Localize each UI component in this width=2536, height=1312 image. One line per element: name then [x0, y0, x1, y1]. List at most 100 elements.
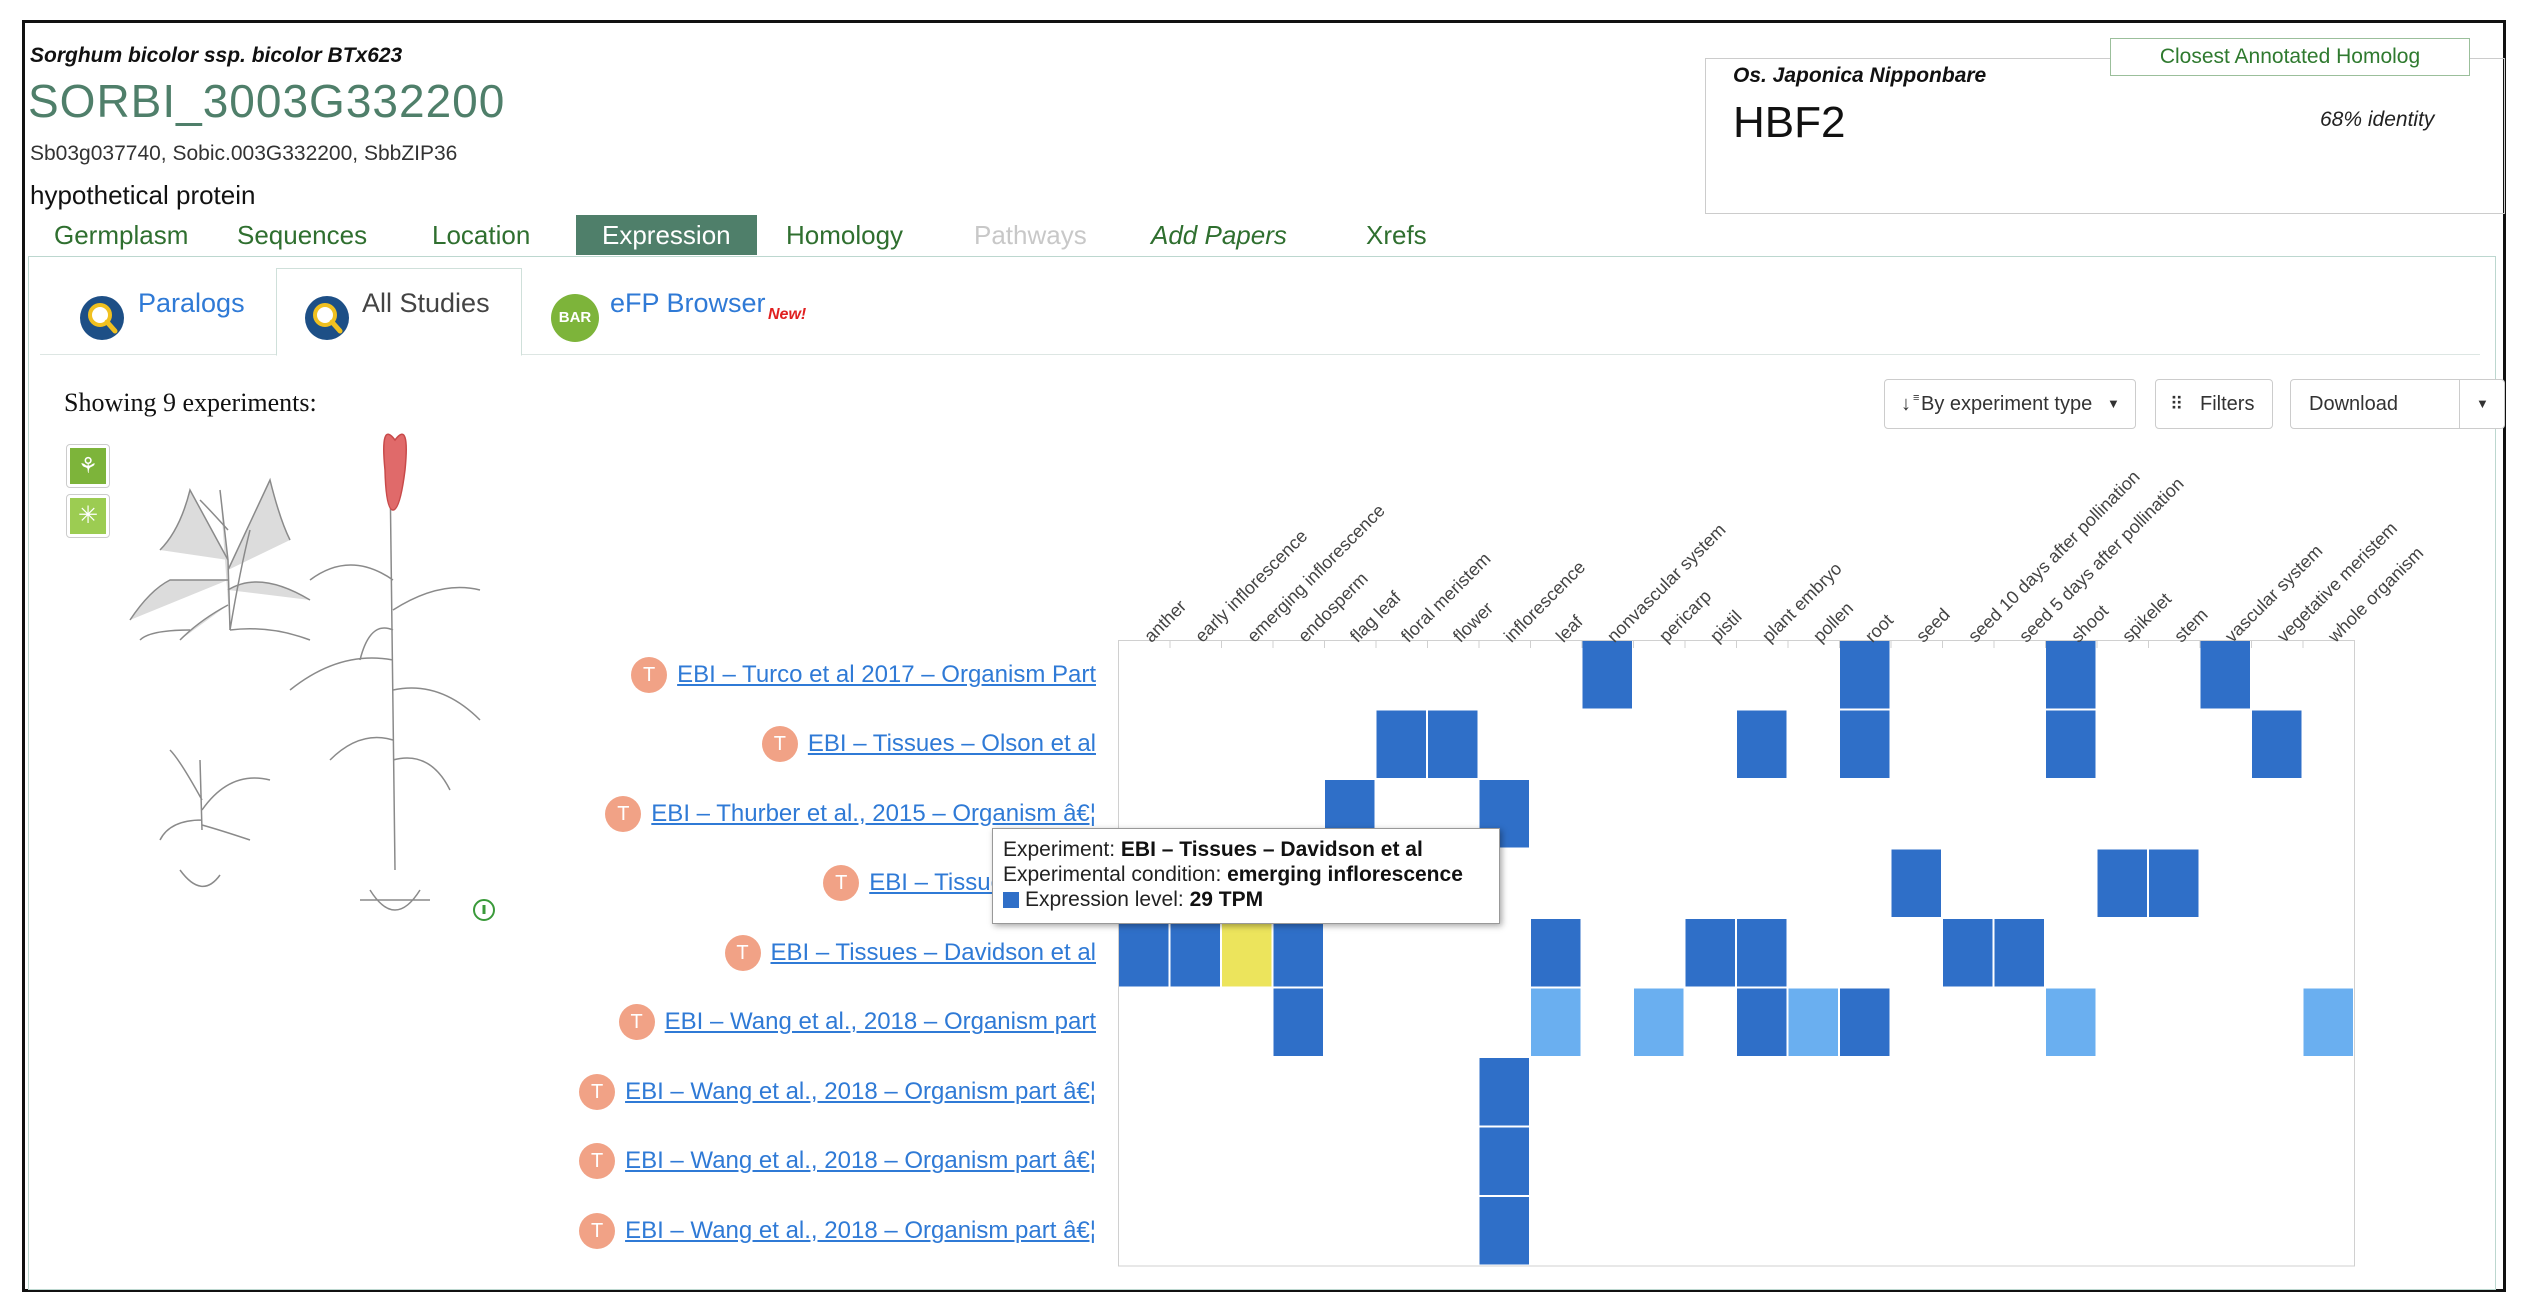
heatmap-cell[interactable]	[1376, 710, 1427, 779]
heatmap-cell[interactable]	[2200, 641, 2251, 709]
subtab-paralogs[interactable]: Paralogs	[138, 288, 245, 318]
subtab-efp-browser[interactable]: eFP Browser	[610, 288, 766, 318]
heatmap-cell[interactable]	[1994, 919, 2045, 987]
heatmap-cell[interactable]	[1273, 988, 1324, 1057]
heatmap-tooltip: Experiment: EBI – Tissues – Davidson et …	[992, 828, 1500, 924]
magnifier-icon	[305, 296, 349, 340]
heatmap-cell[interactable]	[1222, 919, 1272, 987]
heatmap-cell[interactable]	[1428, 710, 1478, 779]
tooltip-exp-label: Experiment:	[1003, 838, 1121, 861]
plant-view-toggle[interactable]: ⚘	[66, 444, 110, 488]
flower-view-toggle[interactable]: ✳	[66, 494, 110, 538]
experiment-link[interactable]: EBI – Tissues – Davidson et al	[770, 938, 1097, 966]
heatmap-cell[interactable]	[2097, 849, 2148, 918]
heatmap-cell[interactable]	[1788, 988, 1839, 1057]
heatmap-cell[interactable]	[1479, 1058, 1530, 1126]
download-button[interactable]: Download	[2290, 379, 2460, 429]
experiment-link[interactable]: EBI – Turco et al 2017 – Organism Part	[677, 660, 1096, 688]
heatmap-cell[interactable]	[1685, 919, 1736, 987]
homolog-identity: 68% identity	[2320, 108, 2435, 131]
tooltip-cond-label: Experimental condition:	[1003, 863, 1228, 886]
heatmap-cell[interactable]	[1840, 988, 1890, 1057]
experiment-type-badge: T	[823, 865, 860, 902]
heatmap-cell[interactable]	[1840, 641, 1890, 709]
heatmap-cell[interactable]	[1170, 919, 1221, 987]
gene-synonyms: Sb03g037740, Sobic.003G332200, SbbZIP36	[30, 142, 458, 165]
homolog-gene-name[interactable]: HBF2	[1733, 98, 1846, 147]
sort-label: By experiment type	[1921, 393, 2093, 415]
heatmap-cell[interactable]	[1891, 849, 1942, 918]
sort-button[interactable]: ↓ ≡ By experiment type ▼	[1884, 379, 2136, 429]
tab-homology[interactable]: Homology	[786, 220, 904, 250]
filters-button[interactable]: ⠿ Filters	[2155, 379, 2273, 429]
heatmap-cell[interactable]	[2149, 849, 2199, 918]
experiment-type-badge: T	[724, 934, 761, 971]
heatmap-cell[interactable]	[2046, 641, 2096, 709]
heatmap-cell[interactable]	[1943, 919, 1993, 987]
flower-view-icon: ✳	[70, 498, 106, 534]
heatmap-grid	[1118, 640, 2355, 1267]
heatmap-cell[interactable]	[2252, 710, 2302, 779]
tab-expression[interactable]: Expression	[576, 215, 757, 255]
plant-view-icon: ⚘	[70, 448, 106, 484]
heatmap-cell[interactable]	[1479, 1127, 1530, 1196]
homolog-panel	[1705, 58, 2505, 214]
heatmap-cell[interactable]	[1479, 1197, 1530, 1265]
experiment-row: T EBI – Wang et al., 2018 – Organism part	[618, 1002, 1096, 1042]
homolog-species: Os. Japonica Nipponbare	[1733, 64, 1987, 87]
tab-sequences[interactable]: Sequences	[237, 220, 368, 250]
experiment-row: T EBI – Thurber et al., 2015 – Organism â…	[605, 794, 1096, 834]
download-menu-toggle[interactable]: ▼	[2459, 379, 2505, 429]
experiment-link[interactable]: EBI – Wang et al., 2018 – Organism part …	[625, 1077, 1096, 1105]
experiment-row: T EBI – Tissues – Davidson et al	[724, 933, 1097, 973]
tab-xrefs[interactable]: Xrefs	[1366, 220, 1427, 250]
experiment-row: T EBI – Turco et al 2017 – Organism Part	[631, 655, 1096, 695]
experiment-row: T EBI – Wang et al., 2018 – Organism part…	[579, 1141, 1096, 1181]
experiment-type-badge: T	[761, 726, 798, 763]
experiment-type-badge: T	[618, 1004, 655, 1041]
gene-description: hypothetical protein	[30, 180, 256, 210]
heatmap-cell[interactable]	[1273, 919, 1324, 987]
experiment-link[interactable]: EBI – Wang et al., 2018 – Organism part …	[625, 1216, 1096, 1244]
download-label: Download	[2309, 393, 2398, 415]
subtab-all-studies[interactable]: All Studies	[362, 288, 490, 318]
experiment-link[interactable]: EBI – Wang et al., 2018 – Organism part …	[625, 1147, 1096, 1175]
experiment-type-badge: T	[579, 1143, 616, 1180]
experiment-type-badge: T	[579, 1212, 616, 1249]
experiment-type-badge: T	[631, 656, 668, 693]
heatmap-cell[interactable]	[1119, 919, 1169, 987]
caret-down-icon: ▼	[2476, 396, 2489, 411]
experiment-type-badge: T	[579, 1073, 616, 1110]
heatmap-cell[interactable]	[1840, 710, 1890, 779]
new-badge: New!	[768, 306, 807, 323]
heatmap-cell[interactable]	[2303, 988, 2354, 1057]
experiment-row: T EBI – Tissues – Olson et al	[761, 724, 1096, 764]
tab-germplasm[interactable]: Germplasm	[54, 220, 189, 250]
experiment-link[interactable]: EBI – Wang et al., 2018 – Organism part	[664, 1008, 1096, 1036]
heatmap-cell[interactable]	[1737, 710, 1787, 779]
experiment-link[interactable]: EBI – Thurber et al., 2015 – Organism â€…	[651, 799, 1096, 827]
sorghum-plant-illustration	[129, 433, 481, 911]
experiment-type-badge: T	[605, 795, 642, 832]
sort-icon-sub: ≡	[1913, 392, 1920, 404]
experiment-link[interactable]: EBI – Tissues – Olson et al	[807, 730, 1096, 758]
gene-id-title: SORBI_3003G332200	[28, 75, 506, 127]
tooltip-cond-value: emerging inflorescence	[1227, 863, 1463, 886]
heatmap-cell[interactable]	[2046, 988, 2096, 1057]
closest-homolog-badge: Closest Annotated Homolog	[2110, 38, 2470, 76]
heatmap-cell[interactable]	[1737, 919, 1787, 987]
tab-location[interactable]: Location	[432, 220, 531, 250]
heatmap-cell[interactable]	[1531, 919, 1581, 987]
screenshot-frame	[22, 20, 2506, 1292]
caret-down-icon: ▼	[2107, 396, 2120, 411]
heatmap-cell[interactable]	[1582, 641, 1633, 709]
experiment-row: T EBI – Wang et al., 2018 – Organism part…	[579, 1072, 1096, 1112]
heatmap-cell[interactable]	[1531, 988, 1581, 1057]
tooltip-level-value: 29 TPM	[1189, 888, 1264, 911]
heatmap-cell[interactable]	[1737, 988, 1787, 1057]
bar-logo-icon: BAR	[551, 294, 599, 342]
heatmap-cell[interactable]	[2046, 710, 2096, 779]
tab-add-papers[interactable]: Add Papers	[1151, 220, 1287, 250]
heatmap-cell[interactable]	[1634, 988, 1684, 1057]
info-icon[interactable]	[472, 898, 496, 922]
